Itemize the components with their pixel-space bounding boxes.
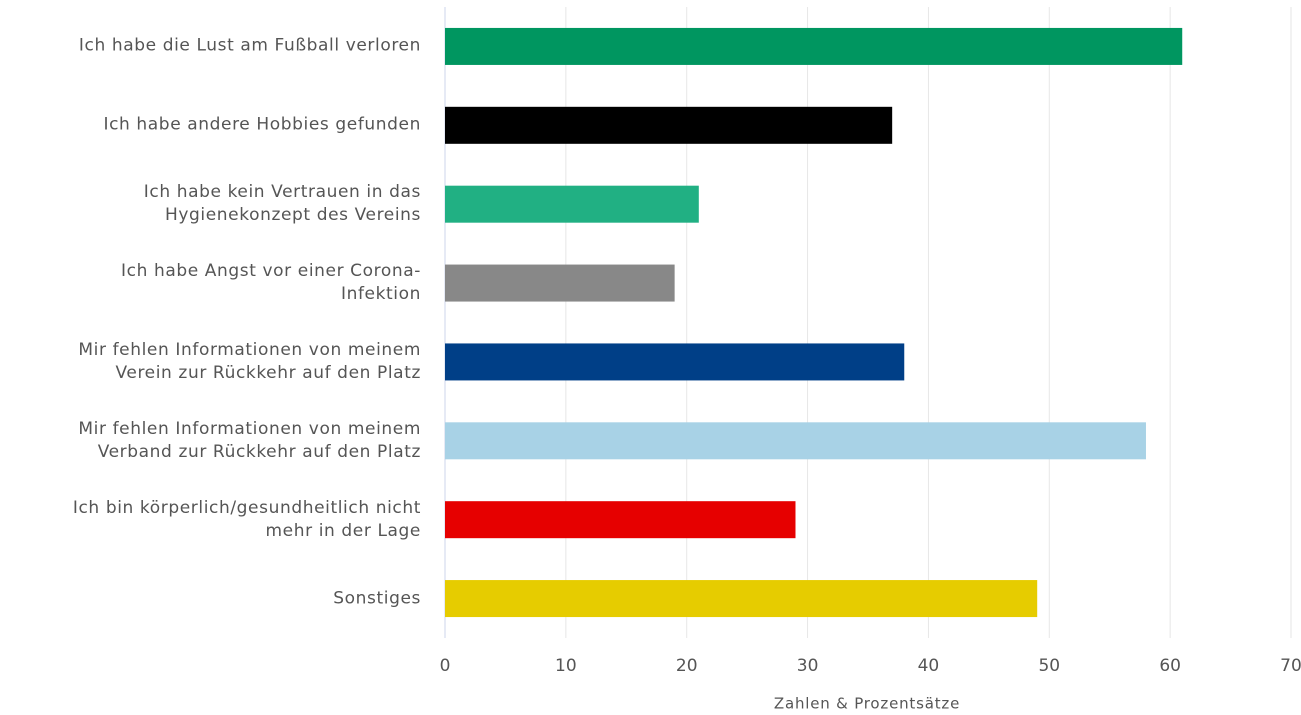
bar — [445, 580, 1038, 618]
bar — [445, 501, 796, 539]
x-axis-title: Zahlen & Prozentsätze — [774, 695, 960, 713]
x-tick-label: 30 — [797, 656, 819, 676]
bar — [445, 343, 905, 381]
y-tick-label: Ich bin körperlich/gesundheitlich nicht … — [72, 497, 421, 541]
y-tick-label: Ich habe die Lust am Fußball verloren — [78, 35, 421, 56]
bar — [445, 27, 1183, 65]
y-tick-label: Ich habe andere Hobbies gefunden — [103, 114, 421, 135]
x-tick-label: 0 — [440, 656, 451, 676]
x-tick-label: 10 — [555, 656, 577, 676]
x-tick-label: 50 — [1038, 656, 1060, 676]
y-tick-label: Mir fehlen Informationen von meinem Vere… — [78, 339, 421, 383]
y-tick-label: Ich habe kein Vertrauen in das Hygieneko… — [143, 182, 421, 226]
x-tick-label: 60 — [1159, 656, 1181, 676]
bar — [445, 422, 1146, 460]
bar — [445, 185, 699, 223]
x-tick-label: 40 — [918, 656, 940, 676]
y-tick-label: Sonstiges — [333, 588, 421, 609]
x-tick-label: 20 — [676, 656, 698, 676]
x-tick-label: 70 — [1280, 656, 1301, 676]
bar — [445, 106, 893, 144]
y-tick-label: Mir fehlen Informationen von meinem Verb… — [78, 418, 421, 462]
bar — [445, 264, 675, 302]
y-tick-label: Ich habe Angst vor einer Corona- Infekti… — [121, 261, 421, 305]
